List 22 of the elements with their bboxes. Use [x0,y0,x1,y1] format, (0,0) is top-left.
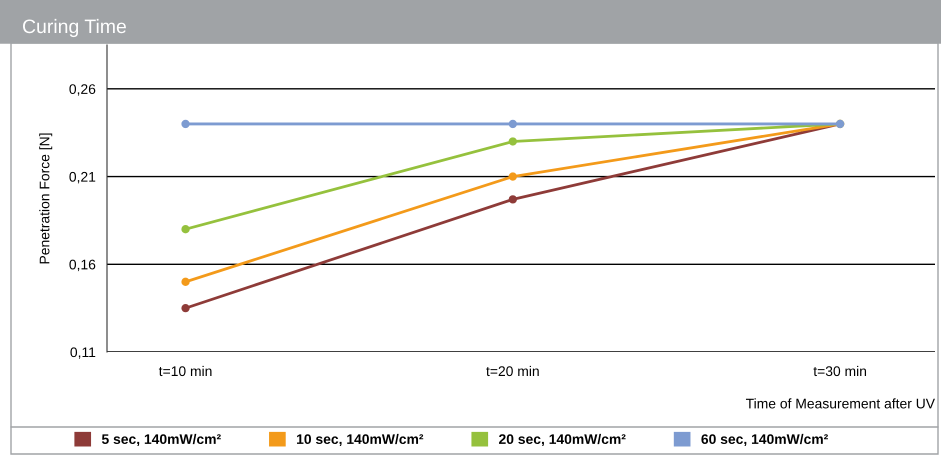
x-tick-label: t=30 min [813,366,866,376]
chart-title: Curing Time [22,18,126,38]
x-axis-title: Time of Measurement after UV [746,398,935,408]
point [181,120,190,128]
y-tick-label: 0,26 [69,84,96,96]
legend-label: 10 sec, 140mW/cm² [297,434,424,446]
point [181,225,190,234]
y-tick-label: 0,11 [70,347,96,359]
point [508,120,517,128]
legend-label: 5 sec, 140mW/cm² [102,434,221,446]
y-axis-title: Penetration Force [N] [39,133,52,264]
point [508,195,517,204]
legend-label: 60 sec, 140mW/cm² [701,434,828,446]
x-tick-label: t=10 min [158,366,212,376]
point [181,304,190,312]
x-tick-label: t=20 min [486,366,539,376]
point [508,172,517,181]
point [181,278,190,286]
y-tick-label: 0,16 [69,260,96,272]
point [508,137,517,146]
legend-label: 20 sec, 140mW/cm² [498,434,626,446]
y-tick-label: 0,21 [69,172,96,184]
